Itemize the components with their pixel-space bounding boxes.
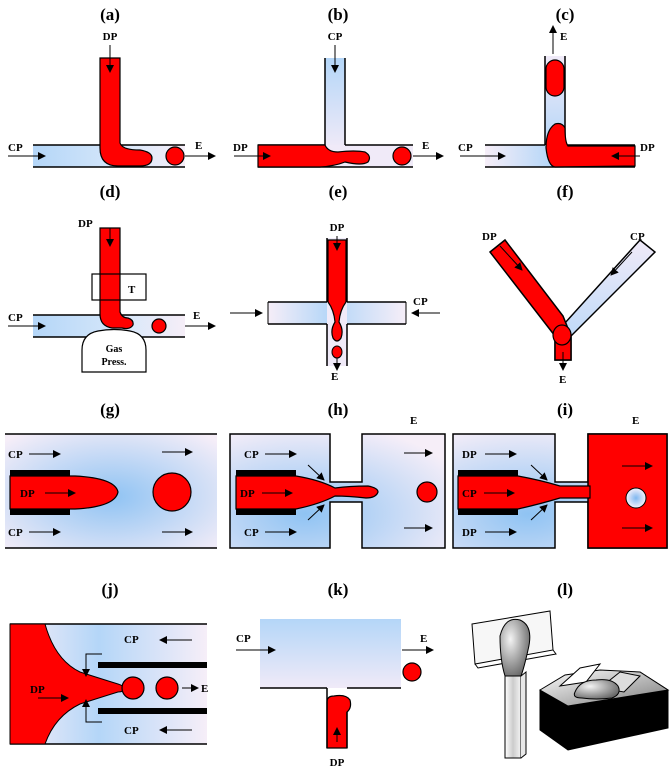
droplet [392, 146, 412, 166]
panel-d-tag: (d) [100, 182, 121, 201]
capillary-wall-top [10, 470, 70, 476]
dispersed-phase-stream [257, 144, 371, 168]
cp-label: CP [630, 231, 645, 243]
e-label: E [559, 374, 566, 386]
e-label: E [560, 31, 567, 43]
gas-label: Gas [106, 344, 123, 355]
dispersed-phase-stream [99, 57, 153, 167]
panel-a-tag: (a) [100, 5, 120, 24]
panel-c-tag: (c) [556, 5, 575, 24]
droplet-on-block [573, 679, 620, 700]
cp-bottom-label: CP [8, 527, 23, 539]
capillary-wall-bottom [10, 509, 70, 515]
e-label: E [201, 683, 208, 695]
dp-label: DP [330, 757, 345, 769]
capillary-wall-top [98, 662, 207, 668]
dp-label: DP [482, 231, 497, 243]
cp-top-label: CP [124, 634, 139, 646]
capillary-rod [504, 675, 522, 759]
dp-label: DP [240, 488, 255, 500]
panel-e: (e) DP CP E [230, 182, 440, 383]
dp-label: DP [103, 31, 118, 43]
droplet [331, 345, 343, 359]
droplet [165, 146, 185, 166]
dp-label: DP [640, 142, 655, 154]
panel-d: (d) T Gas Press. DP CP E [8, 182, 216, 373]
panel-j: (j) CP DP E CP [9, 580, 208, 745]
droplet [155, 676, 179, 700]
panel-a: (a) DP CP E [8, 5, 216, 168]
e-label: E [410, 415, 417, 427]
cp-label: CP [236, 633, 251, 645]
panel-e-tag: (e) [329, 182, 348, 201]
panel-h-tag: (h) [328, 400, 349, 419]
dp-label: DP [330, 222, 345, 234]
t-junction-box [91, 273, 147, 301]
e-label: E [422, 140, 429, 152]
cp-label: CP [8, 312, 23, 324]
press-label: Press. [101, 357, 127, 368]
capillary-wall-bottom [98, 708, 207, 714]
dispersed-phase-stream [327, 239, 347, 342]
e-label: E [331, 371, 338, 383]
droplet-on-capillary [499, 618, 531, 677]
dp-label: DP [233, 142, 248, 154]
panel-g: (g) CP DP CP [5, 400, 217, 549]
panel-i-tag: (i) [557, 400, 573, 419]
droplet [121, 676, 145, 700]
gas-pressure-chamber [81, 328, 147, 373]
dispersed-phase-stream [326, 694, 352, 749]
droplet [552, 324, 572, 346]
dispersed-outlet-chamber [587, 433, 668, 549]
e-label: E [195, 140, 202, 152]
cp-label: CP [462, 488, 477, 500]
dispersed-phase-stream [457, 475, 591, 510]
cp-label: CP [458, 142, 473, 154]
inverse-droplet [625, 487, 647, 509]
panel-f-tag: (f) [557, 182, 574, 201]
panel-l-tag: (l) [557, 580, 573, 599]
e-label: E [420, 633, 427, 645]
droplet [151, 318, 167, 334]
dispersed-phase-stream [99, 227, 134, 330]
panel-b: (b) CP DP E [233, 5, 444, 168]
cp-bottom-label: CP [244, 527, 259, 539]
cp-label: CP [413, 296, 428, 308]
e-label: E [632, 415, 639, 427]
droplet [152, 472, 192, 512]
dp-bottom-label: DP [462, 527, 477, 539]
droplet [402, 662, 422, 682]
dp-label: DP [20, 488, 35, 500]
panel-h: (h) E CP DP CP [229, 400, 446, 549]
cp-top-label: CP [244, 449, 259, 461]
panel-f: (f) DP CP E [482, 182, 657, 386]
dispersed-phase-stream [235, 475, 379, 510]
t-label: T [128, 284, 136, 296]
panel-g-tag: (g) [100, 400, 120, 419]
cp-label: CP [8, 142, 23, 154]
droplet [416, 481, 438, 503]
dp-label: DP [78, 218, 93, 230]
cp-bottom-label: CP [124, 725, 139, 737]
panel-k-tag: (k) [328, 580, 349, 599]
panel-k: (k) CP E DP [236, 580, 434, 769]
panel-i: (i) E DP CP DP [452, 400, 668, 549]
panel-l: (l) [471, 580, 670, 759]
e-label: E [193, 310, 200, 322]
cp-top-label: CP [8, 449, 23, 461]
dp-top-label: DP [462, 449, 477, 461]
panel-c: (c) E CP DP [458, 5, 655, 168]
cp-label: CP [328, 31, 343, 43]
dp-label: DP [30, 684, 45, 696]
plug-droplet [545, 59, 565, 97]
panel-b-tag: (b) [328, 5, 349, 24]
panel-j-tag: (j) [102, 580, 119, 599]
